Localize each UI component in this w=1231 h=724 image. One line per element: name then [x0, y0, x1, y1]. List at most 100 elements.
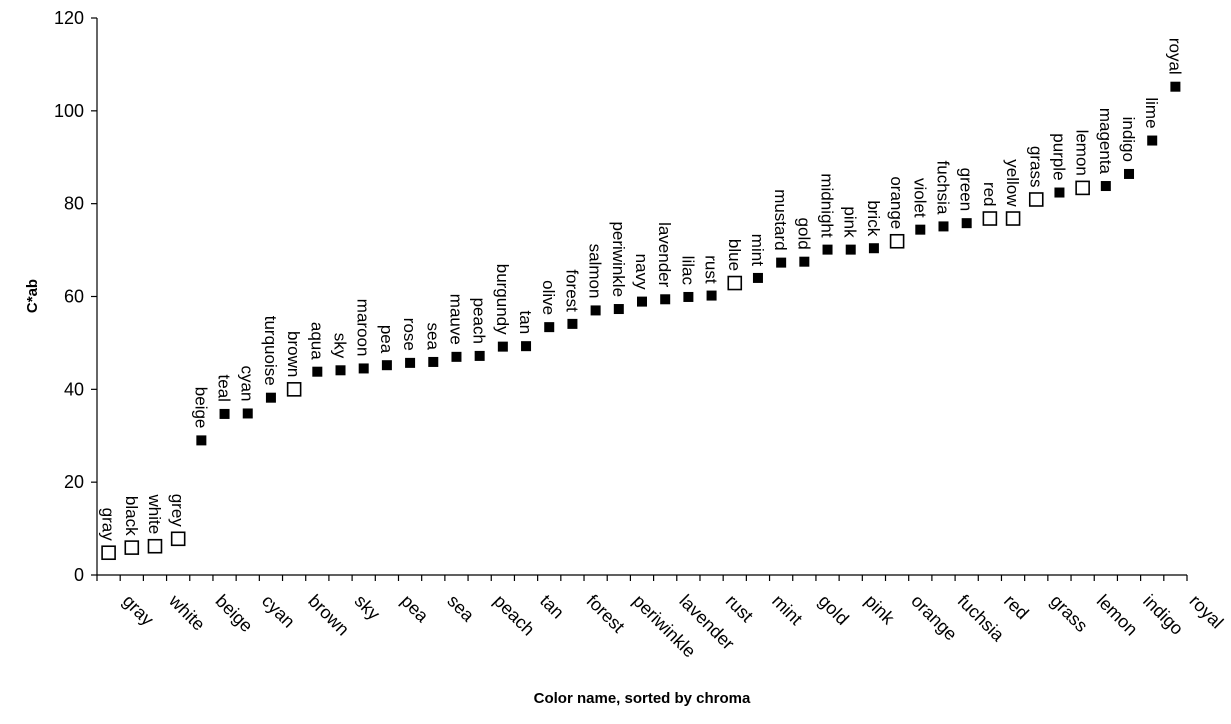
point-label-lime: lime [1142, 97, 1161, 128]
point-label-grass: grass [1026, 146, 1045, 188]
point-label-violet: violet [910, 178, 929, 218]
point-label-gold: gold [794, 218, 813, 250]
x-tick-label-peach: peach [490, 591, 539, 640]
data-point-cyan [242, 408, 253, 419]
data-point-midnight [822, 244, 833, 255]
point-label-green: green [957, 168, 976, 211]
x-tick-label-gold: gold [815, 591, 853, 629]
y-tick-label: 40 [64, 379, 84, 399]
x-tick-label-fuchsia: fuchsia [954, 591, 1009, 646]
point-label-grey: grey [168, 494, 187, 528]
data-point-mustard [776, 257, 787, 268]
y-tick-label: 100 [54, 101, 84, 121]
data-point-beige [196, 435, 207, 446]
data-point-tan [521, 341, 532, 352]
point-label-lemon: lemon [1073, 130, 1092, 176]
x-tick-label-pink: pink [861, 591, 899, 629]
data-point-gray [101, 545, 116, 561]
point-label-pea: pea [377, 325, 396, 354]
x-tick-label-white: white [164, 590, 209, 635]
point-label-purple: purple [1049, 133, 1068, 180]
point-label-royal: royal [1165, 38, 1184, 75]
y-tick-label: 80 [64, 194, 84, 214]
y-tick-label: 0 [74, 565, 84, 585]
data-point-mauve [451, 351, 462, 362]
data-point-black [124, 540, 140, 555]
data-point-gold [799, 256, 810, 267]
point-label-turquoise: turquoise [261, 316, 280, 386]
point-label-red: red [980, 182, 999, 207]
point-label-sky: sky [331, 333, 350, 359]
data-point-grass [1028, 192, 1044, 207]
x-tick-label-indigo: indigo [1139, 591, 1187, 639]
data-point-salmon [590, 305, 601, 316]
point-label-yellow: yellow [1003, 159, 1022, 207]
point-label-lilac: lilac [678, 256, 697, 286]
point-label-fuchsia: fuchsia [933, 161, 952, 215]
data-point-grey [170, 531, 186, 547]
point-label-rose: rose [400, 318, 419, 351]
point-label-periwinkle: periwinkle [609, 221, 628, 297]
point-label-mustard: mustard [771, 189, 790, 250]
point-label-forest: forest [562, 269, 581, 312]
data-point-teal [219, 408, 230, 419]
x-tick-label-cyan: cyan [258, 591, 299, 632]
x-tick-label-mint: mint [768, 591, 806, 629]
data-point-red [982, 211, 998, 226]
data-point-peach [474, 350, 485, 361]
point-label-mint: mint [748, 234, 767, 266]
y-tick-label: 20 [64, 472, 84, 492]
data-point-sky [335, 365, 346, 376]
axes: 0 20 40 60 80 100 120 [54, 8, 1188, 585]
point-label-blue: blue [725, 239, 744, 271]
x-tick-label-grass: grass [1046, 591, 1091, 636]
data-point-pink [845, 244, 856, 255]
x-tick-label-brown: brown [304, 591, 353, 640]
data-point-indigo [1124, 168, 1135, 179]
y-axis-title: C*ab [24, 279, 41, 313]
point-label-white: white [145, 494, 164, 535]
data-point-lavender [660, 294, 671, 305]
point-label-maroon: maroon [354, 299, 373, 357]
data-point-white [147, 538, 163, 554]
point-label-navy: navy [632, 254, 651, 290]
data-point-forest [567, 318, 578, 329]
x-axis-title: Color name, sorted by chroma [534, 690, 751, 707]
data-point-turquoise [265, 392, 276, 403]
point-label-peach: peach [470, 298, 489, 344]
point-label-orange: orange [887, 176, 906, 229]
data-point-periwinkle [613, 304, 624, 315]
data-point-royal [1170, 81, 1181, 92]
data-points: gray black white grey beige teal cyan turquoise… [99, 38, 1184, 561]
data-point-aqua [312, 366, 323, 377]
x-tick-label-sky: sky [351, 591, 384, 624]
point-label-gray: gray [99, 508, 118, 542]
point-label-tan: tan [516, 311, 535, 335]
x-tick-label-royal: royal [1186, 591, 1228, 633]
point-label-beige: beige [191, 387, 210, 429]
x-tick-label-lemon: lemon [1093, 591, 1142, 640]
x-tick-label-forest: forest [583, 591, 629, 637]
x-tick-label-sea: sea [443, 591, 478, 626]
data-point-violet [915, 224, 926, 235]
data-point-green [961, 218, 972, 229]
x-tick-label-tan: tan [536, 591, 568, 623]
data-point-orange [889, 233, 905, 249]
data-point-brick [868, 243, 879, 254]
point-label-brown: brown [284, 331, 303, 377]
point-label-teal: teal [215, 375, 234, 402]
x-tick-label-gray: gray [119, 591, 158, 630]
data-point-navy [637, 296, 647, 307]
point-label-black: black [122, 496, 141, 536]
data-point-olive [544, 322, 555, 333]
data-point-lemon [1075, 180, 1090, 196]
y-tick-label: 120 [54, 8, 84, 28]
x-tick-label-red: red [1000, 591, 1033, 624]
point-label-burgundy: burgundy [493, 264, 512, 335]
point-label-lavender: lavender [655, 222, 674, 288]
point-label-indigo: indigo [1119, 117, 1138, 162]
data-point-rust [706, 290, 717, 301]
